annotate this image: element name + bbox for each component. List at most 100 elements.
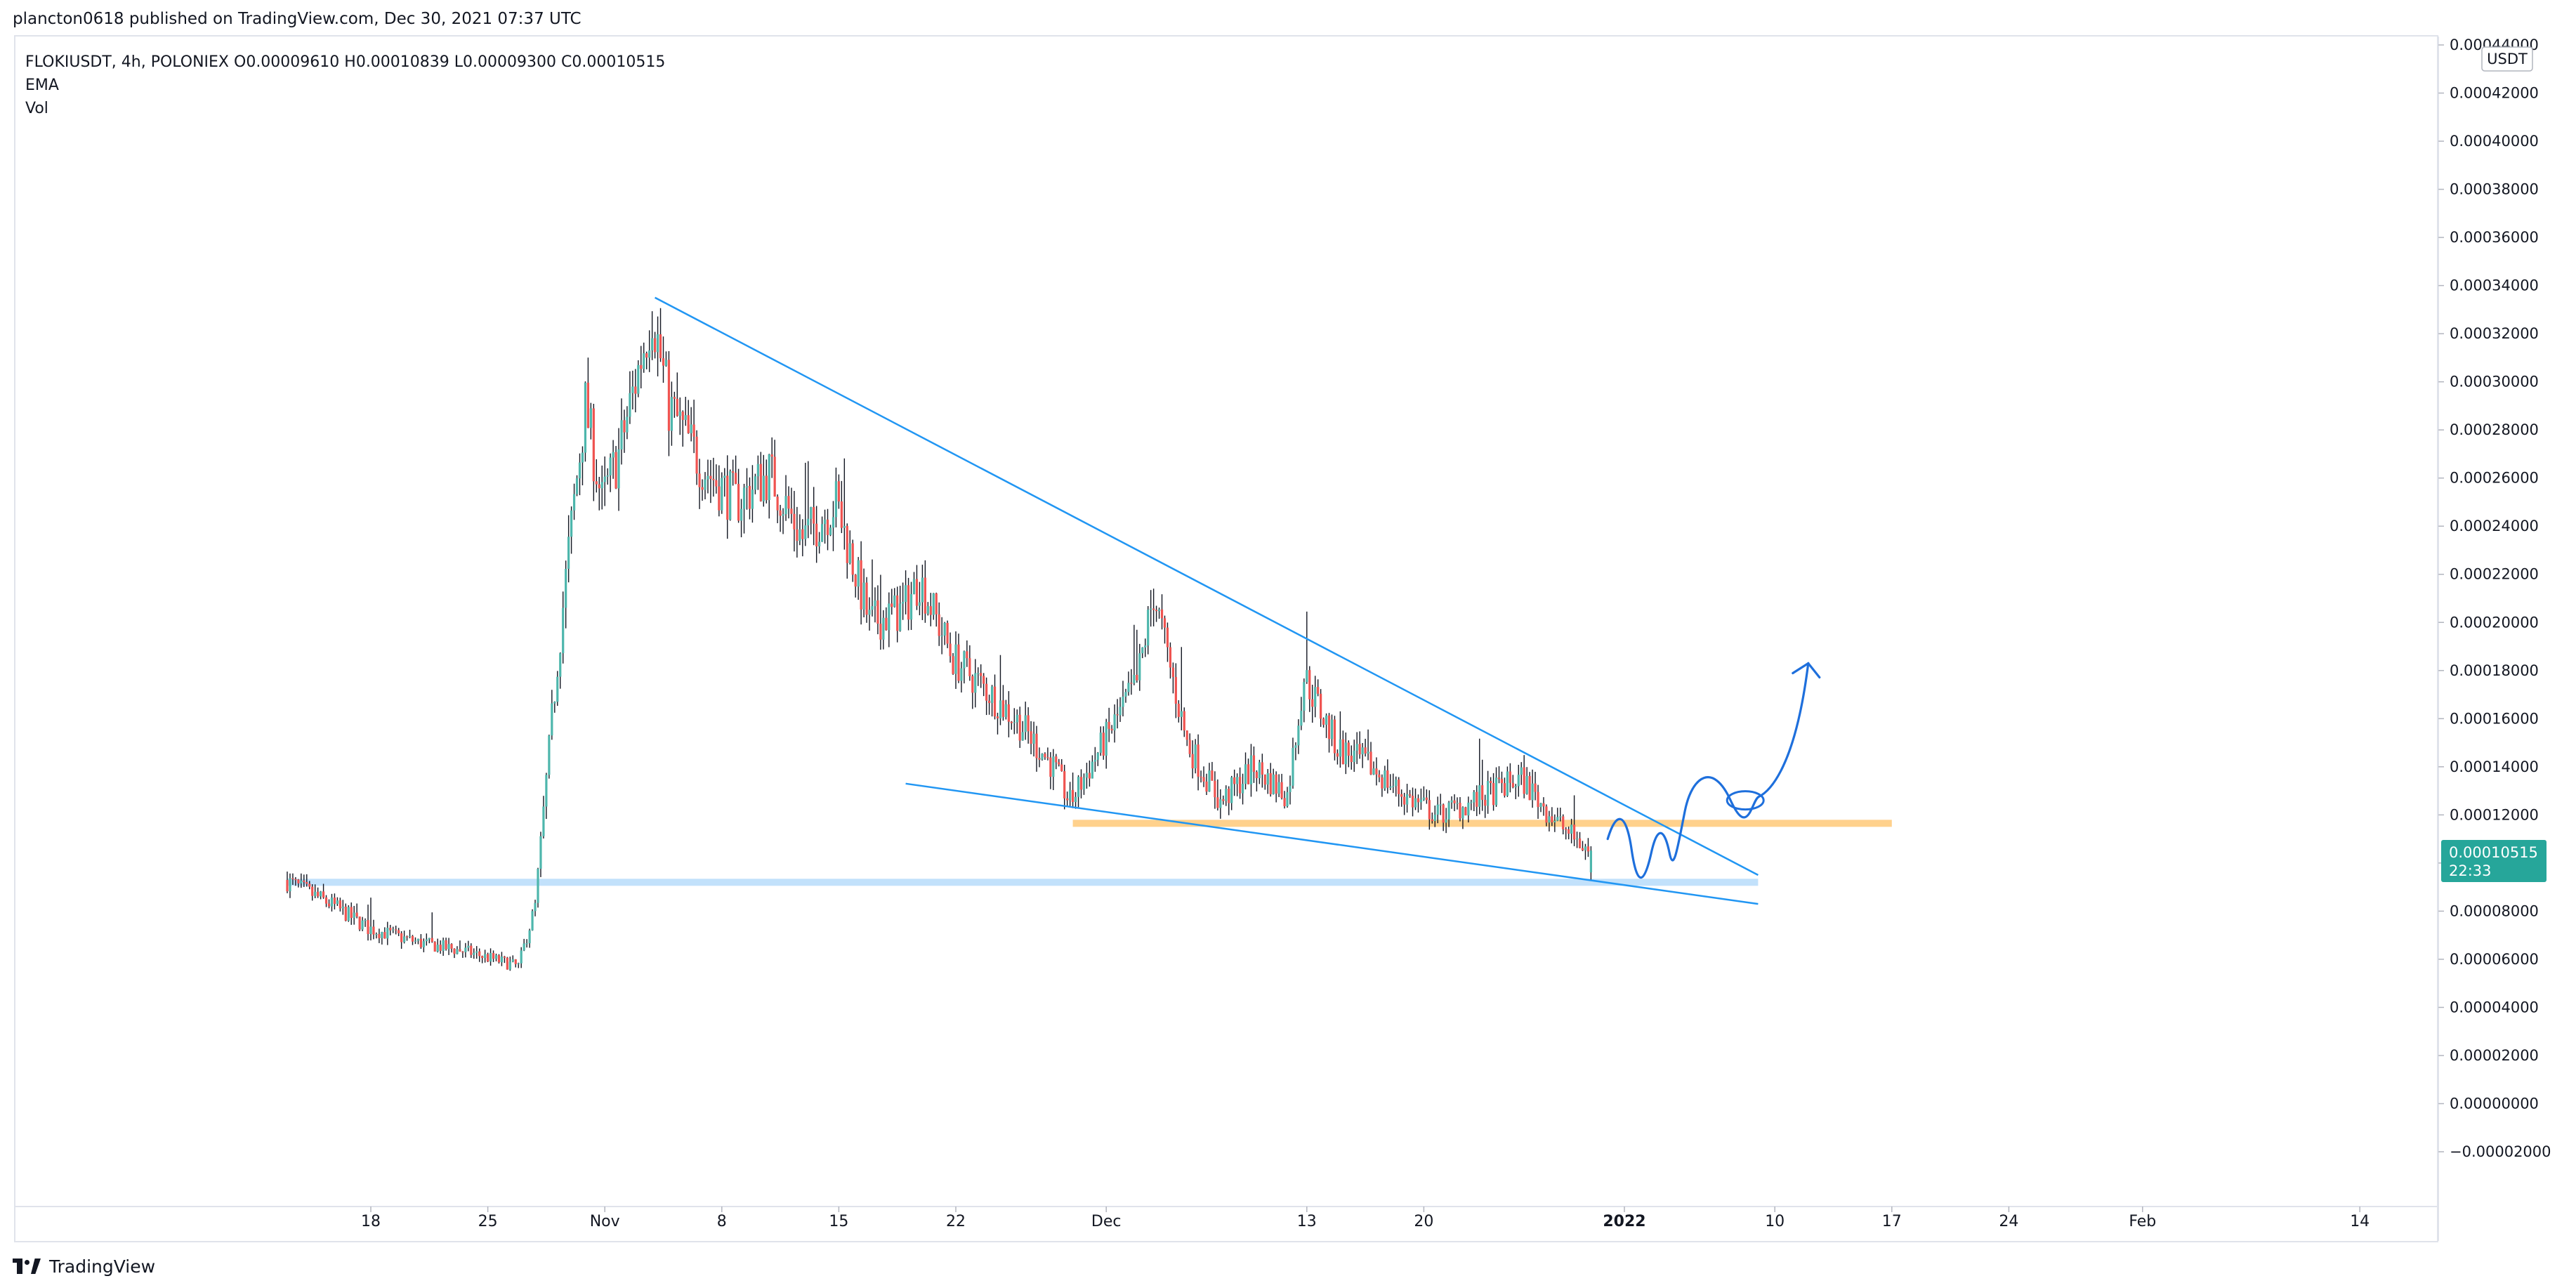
candle-body: [1556, 817, 1559, 821]
retest-circle[interactable]: [1726, 790, 1765, 811]
candle: [1447, 801, 1450, 827]
candle: [645, 351, 648, 369]
candle: [707, 459, 709, 494]
candle-body: [1079, 777, 1083, 790]
time-tick-label: 2022: [1603, 1213, 1645, 1230]
candle-body: [1325, 715, 1328, 725]
candle: [375, 932, 378, 939]
candle: [1236, 773, 1239, 796]
candle: [1534, 772, 1537, 801]
candle-body: [971, 676, 974, 693]
candle: [341, 900, 344, 915]
candle-body: [726, 475, 729, 520]
candle: [999, 655, 1002, 725]
candle-body: [929, 606, 932, 615]
symbol-ohlc-line[interactable]: FLOKIUSDT, 4h, POLONIEX O0.00009610 H0.0…: [25, 53, 666, 71]
candle-body: [1467, 802, 1470, 816]
candle-body: [1049, 757, 1052, 777]
price-axis[interactable]: 0.000440000.000420000.000400000.00038000…: [2438, 37, 2551, 1160]
time-axis[interactable]: 18 25 Nov 8 15 22 Dec 13 20 2022 10 17 24 Feb 14: [361, 1207, 2370, 1230]
candle: [974, 659, 977, 708]
candle-body: [584, 382, 587, 453]
candle-body: [1046, 757, 1049, 758]
candle: [1325, 713, 1328, 738]
candle: [651, 311, 654, 360]
candle-body: [378, 933, 381, 938]
candle: [1177, 700, 1180, 723]
candle: [508, 957, 511, 971]
candle-body: [327, 903, 331, 907]
candle-body: [1473, 791, 1476, 803]
support-zone[interactable]: [287, 879, 1759, 886]
candle: [1228, 786, 1230, 815]
candle-body: [1141, 647, 1144, 654]
tradingview-logo-icon[interactable]: [13, 1259, 42, 1274]
candle: [943, 622, 946, 645]
price-tick-label: 0.00032000: [2450, 325, 2539, 342]
footer-brand[interactable]: TradingView: [49, 1256, 156, 1277]
candle-body: [952, 656, 954, 674]
candle: [1341, 730, 1344, 765]
candle-body: [1384, 770, 1386, 789]
candle: [1369, 742, 1372, 775]
candle: [428, 938, 431, 944]
candle-body: [1478, 785, 1481, 807]
candle: [813, 487, 815, 546]
candle-body: [712, 478, 715, 480]
candle-body: [489, 953, 492, 962]
descending-resistance-trendline[interactable]: [655, 296, 1759, 876]
candle: [912, 572, 916, 595]
candle: [966, 640, 968, 667]
candle-body: [1548, 816, 1551, 823]
candle-body: [980, 673, 983, 676]
candle-body: [918, 602, 921, 606]
resistance-zone[interactable]: [1072, 820, 1892, 827]
candle-body: [514, 959, 517, 964]
candle: [857, 557, 860, 600]
candle: [1147, 606, 1150, 655]
currency-label[interactable]: USDT: [2481, 46, 2533, 72]
candle-body: [492, 953, 495, 959]
candle: [1497, 766, 1501, 784]
candle: [909, 581, 913, 630]
candle-body: [1035, 733, 1038, 758]
candle: [344, 903, 347, 921]
candle-body: [1308, 670, 1311, 699]
candle: [1500, 771, 1504, 794]
candle: [1539, 803, 1542, 813]
candle-body: [882, 617, 885, 640]
candle-body: [899, 603, 902, 631]
candle: [779, 504, 782, 532]
candle-body: [1461, 807, 1464, 819]
candle: [300, 873, 303, 888]
candle: [1408, 789, 1412, 799]
candle: [829, 525, 832, 537]
candle: [311, 884, 314, 901]
candle-body: [1044, 754, 1046, 758]
candle-body: [494, 955, 498, 959]
candle-body: [330, 898, 334, 907]
candle-body: [300, 880, 303, 883]
ema-indicator-label[interactable]: EMA: [25, 77, 59, 94]
candle-body: [525, 943, 528, 945]
volume-indicator-label[interactable]: Vol: [25, 100, 48, 117]
candle-body: [640, 364, 643, 369]
candle-body: [431, 938, 433, 942]
candle-body: [999, 700, 1002, 718]
projection-path[interactable]: [1606, 662, 1810, 879]
candle: [1464, 806, 1467, 816]
candle: [372, 919, 375, 940]
candle: [949, 632, 952, 663]
candle-body: [1272, 774, 1275, 794]
candle-body: [926, 606, 929, 614]
candle: [726, 455, 729, 539]
candle: [1119, 697, 1122, 722]
candle-body: [539, 836, 542, 869]
candle: [832, 501, 835, 551]
candle: [821, 516, 824, 542]
descending-support-trendline[interactable]: [905, 782, 1759, 905]
candle-body: [1411, 796, 1414, 808]
projection-arrowhead[interactable]: [1792, 662, 1821, 679]
candle: [840, 480, 843, 534]
